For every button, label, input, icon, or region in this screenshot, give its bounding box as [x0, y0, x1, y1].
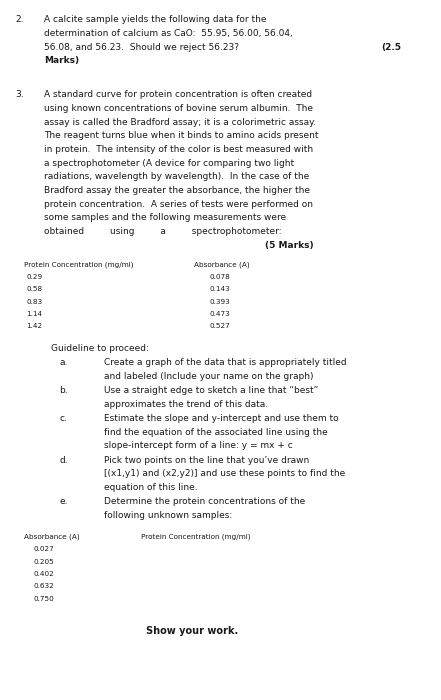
Text: Protein Concentration (mg/ml): Protein Concentration (mg/ml): [24, 261, 134, 267]
Text: 0.393: 0.393: [209, 299, 230, 304]
Text: Marks): Marks): [44, 56, 79, 65]
Text: assay is called the Bradford assay; it is a colorimetric assay.: assay is called the Bradford assay; it i…: [44, 118, 316, 127]
Text: 0.205: 0.205: [33, 559, 54, 565]
Text: slope-intercept form of a line: y = mx + c: slope-intercept form of a line: y = mx +…: [104, 442, 292, 450]
Text: and labeled (Include your name on the graph): and labeled (Include your name on the gr…: [104, 372, 313, 381]
Text: Protein Concentration (mg/ml): Protein Concentration (mg/ml): [141, 533, 250, 540]
Text: find the equation of the associated line using the: find the equation of the associated line…: [104, 428, 327, 437]
Text: radiations, wavelength by wavelength).  In the case of the: radiations, wavelength by wavelength). I…: [44, 172, 309, 181]
Text: a spectrophotometer (A device for comparing two light: a spectrophotometer (A device for compar…: [44, 159, 294, 168]
Text: (2.5: (2.5: [381, 43, 401, 52]
Text: Create a graph of the data that is appropriately titled: Create a graph of the data that is appro…: [104, 358, 346, 367]
Text: e.: e.: [60, 497, 68, 506]
Text: 0.402: 0.402: [33, 571, 54, 577]
Text: 0.527: 0.527: [209, 323, 230, 329]
Text: Bradford assay the greater the absorbance, the higher the: Bradford assay the greater the absorbanc…: [44, 186, 310, 195]
Text: Pick two points on the line that you’ve drawn: Pick two points on the line that you’ve …: [104, 456, 309, 465]
Text: 0.078: 0.078: [209, 274, 230, 280]
Text: Determine the protein concentrations of the: Determine the protein concentrations of …: [104, 497, 305, 506]
Text: A calcite sample yields the following data for the: A calcite sample yields the following da…: [44, 15, 267, 24]
Text: Guideline to proceed:: Guideline to proceed:: [51, 344, 149, 353]
Text: Estimate the slope and y-intercept and use them to: Estimate the slope and y-intercept and u…: [104, 414, 338, 423]
Text: Use a straight edge to sketch a line that “best”: Use a straight edge to sketch a line tha…: [104, 386, 318, 395]
Text: obtained         using         a         spectrophotometer:: obtained using a spectrophotometer:: [44, 227, 282, 236]
Text: d.: d.: [60, 456, 68, 465]
Text: using known concentrations of bovine serum albumin.  The: using known concentrations of bovine ser…: [44, 104, 313, 113]
Text: 0.58: 0.58: [26, 286, 43, 293]
Text: in protein.  The intensity of the color is best measured with: in protein. The intensity of the color i…: [44, 145, 313, 154]
Text: Absorbance (A): Absorbance (A): [24, 533, 80, 540]
Text: 0.027: 0.027: [33, 547, 54, 552]
Text: determination of calcium as CaO:  55.95, 56.00, 56.04,: determination of calcium as CaO: 55.95, …: [44, 29, 293, 38]
Text: 0.83: 0.83: [26, 299, 43, 304]
Text: [(x1,y1) and (x2,y2)] and use these points to find the: [(x1,y1) and (x2,y2)] and use these poin…: [104, 469, 345, 478]
Text: following unknown samples:: following unknown samples:: [104, 511, 232, 520]
Text: The reagent turns blue when it binds to amino acids present: The reagent turns blue when it binds to …: [44, 132, 318, 141]
Text: 2.: 2.: [15, 15, 24, 24]
Text: 3.: 3.: [15, 90, 24, 99]
Text: approximates the trend of this data.: approximates the trend of this data.: [104, 400, 268, 409]
Text: equation of this line.: equation of this line.: [104, 483, 197, 492]
Text: Show your work.: Show your work.: [146, 626, 238, 636]
Text: 0.473: 0.473: [209, 311, 230, 317]
Text: 1.42: 1.42: [26, 323, 43, 329]
Text: some samples and the following measurements were: some samples and the following measureme…: [44, 214, 286, 223]
Text: Absorbance (A): Absorbance (A): [194, 261, 250, 267]
Text: 0.750: 0.750: [33, 596, 54, 602]
Text: 56.08, and 56.23.  Should we reject 56.23?: 56.08, and 56.23. Should we reject 56.23…: [44, 43, 239, 52]
Text: 0.29: 0.29: [26, 274, 43, 280]
Text: b.: b.: [60, 386, 68, 395]
Text: 1.14: 1.14: [26, 311, 43, 317]
Text: 0.632: 0.632: [33, 583, 54, 589]
Text: protein concentration.  A series of tests were performed on: protein concentration. A series of tests…: [44, 199, 313, 209]
Text: (5 Marks): (5 Marks): [265, 241, 313, 250]
Text: 0.143: 0.143: [209, 286, 230, 293]
Text: a.: a.: [60, 358, 68, 367]
Text: c.: c.: [60, 414, 67, 423]
Text: A standard curve for protein concentration is often created: A standard curve for protein concentrati…: [44, 90, 312, 99]
